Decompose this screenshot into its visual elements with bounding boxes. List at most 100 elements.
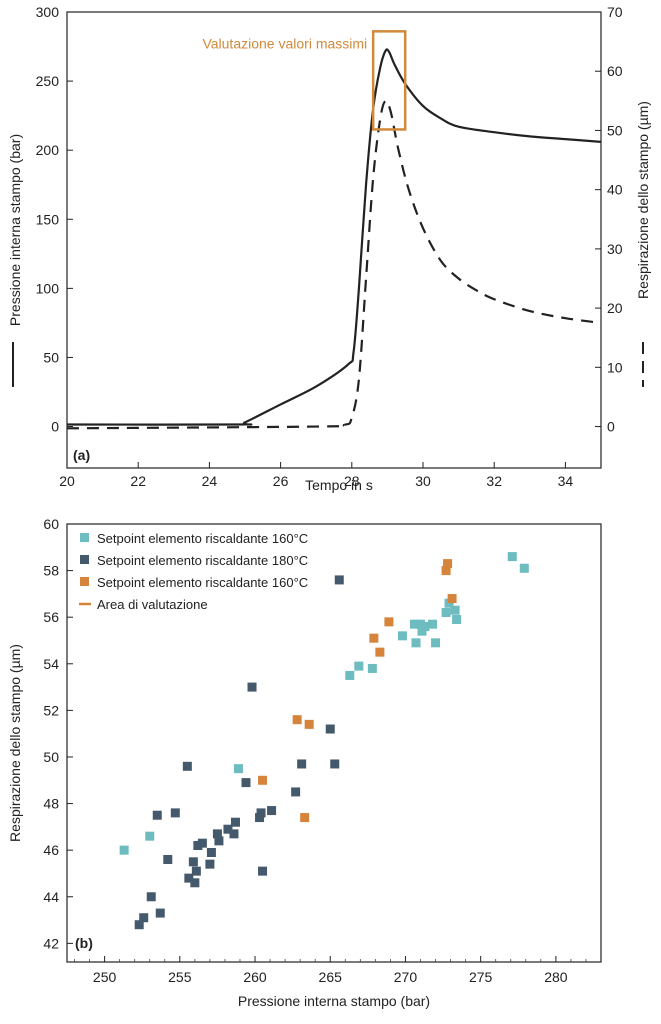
die-breathing-dashed-line [66,99,602,430]
y-tick-label: 300 [36,4,60,20]
scatter-point-series-1 [452,615,462,625]
y-tick-label: 54 [43,656,59,672]
scatter-point-series-2 [163,854,173,864]
scatter-point-series-2 [255,813,265,823]
y-tick-label: 56 [43,609,59,625]
scatter-point-series-3 [375,647,385,657]
scatter-point-series-2 [212,829,222,839]
y-tick-label: 42 [43,935,59,951]
legend-label: Setpoint elemento riscaldante 180°C [97,553,308,568]
scatter-point-series-1 [415,619,425,629]
scatter-point-series-3 [258,775,268,785]
scatter-point-series-2 [146,892,156,902]
panel-b-y-axis-title: Respirazione dello stampo (µm) [7,644,23,842]
scatter-point-series-2 [325,724,335,734]
scatter-point-series-1 [507,552,517,562]
panel-b-tag: (b) [75,935,93,951]
y2-tick-label: 70 [607,4,623,20]
panel-a-x-axis-title: Tempo in s [305,477,373,493]
scatter-point-series-2 [330,759,340,769]
scatter-point-series-1 [397,631,407,641]
scatter-point-series-2 [191,866,201,876]
annotation-label: Valutazione valori massimi [202,35,367,51]
scatter-point-series-2 [229,829,239,839]
scatter-point-series-2 [297,759,307,769]
scatter-point-series-1 [417,626,427,636]
scatter-point-series-1 [431,638,441,648]
x-tick-label: 26 [273,473,289,489]
scatter-point-series-2 [182,761,192,771]
scatter-point-series-2 [291,787,301,797]
y-tick-label: 50 [43,749,59,765]
scatter-point-series-3 [443,559,453,569]
panel-a-y-ticks: 0 50 100 150 200 250 300 [36,4,73,435]
y-tick-label: 58 [43,563,59,579]
panel-b-points [119,552,529,930]
panel-b: 250 255 260 265 270 275 280 42 44 46 48 50 52 54 56 58… [7,516,602,1009]
x-tick-label: 265 [319,969,343,985]
scatter-point-series-3 [441,566,451,576]
scatter-point-series-1 [519,563,529,573]
y2-tick-label: 60 [607,63,623,79]
scatter-point-series-1 [444,598,454,608]
panel-b-x-axis-title: Pressione interna stampo (bar) [238,993,430,1009]
scatter-point-series-2 [247,682,257,692]
y2-tick-label: 20 [607,300,623,316]
panel-a-tag: (a) [73,447,90,463]
scatter-point-series-2 [267,806,277,816]
y-tick-label: 50 [43,349,59,365]
scatter-point-series-2 [155,908,165,918]
panel-a-plot-frame [66,11,602,469]
scatter-point-series-2 [206,848,216,857]
x-tick-label: 24 [202,473,218,489]
y-tick-label: 250 [36,73,60,89]
panel-b-x-ticks: 250 255 260 265 270 275 280 [74,956,587,985]
scatter-point-series-3 [292,715,302,725]
scatter-point-series-2 [134,920,144,930]
x-tick-label: 34 [558,473,574,489]
annotation-box [371,30,407,131]
scatter-point-series-2 [230,817,240,827]
scatter-point-series-3 [304,719,314,729]
x-tick-label: 260 [243,969,267,985]
y2-tick-label: 10 [607,359,623,375]
panel-a-x-ticks: 20 22 24 26 28 30 32 34 [59,462,573,489]
y-tick-label: 60 [43,516,59,532]
scatter-point-series-2 [152,810,162,820]
x-tick-label: 255 [168,969,192,985]
legend-swatch [80,555,89,564]
panel-a: 20 22 24 26 28 30 32 34 0 50 100 150 200 250 300 0 10 2… [7,4,651,493]
panel-a-y-axis-title: Pressione interna stampo (bar) [7,134,23,326]
y-tick-label: 150 [36,211,60,227]
scatter-point-series-1 [411,638,421,648]
scatter-point-series-1 [450,605,460,615]
x-tick-label: 28 [344,473,360,489]
panel-a-y2-ticks: 0 10 20 30 40 50 60 70 [595,4,623,435]
y-tick-label: 46 [43,842,59,858]
scatter-point-series-1 [367,663,377,673]
scatter-point-series-1 [145,831,155,841]
x-tick-label: 30 [415,473,431,489]
scatter-point-series-2 [223,824,233,834]
scatter-point-series-2 [214,836,224,846]
y2-tick-label: 30 [607,241,623,257]
scatter-point-series-2 [197,838,207,848]
scatter-point-series-1 [119,845,129,855]
scatter-point-series-3 [384,617,394,627]
panel-a-y2-axis-title: Respirazione dello stampo (µm) [635,101,651,299]
legend-label: Setpoint elemento riscaldante 160°C [97,531,308,546]
scatter-point-series-1 [428,619,438,629]
y2-tick-label: 40 [607,182,623,198]
scatter-point-series-2 [205,859,215,869]
legend-label: Setpoint elemento riscaldante 160°C [97,575,308,590]
scatter-point-series-3 [369,633,379,643]
legend-label: Area di valutazione [97,597,208,612]
panel-b-legend: Setpoint elemento riscaldante 160°C Setpo… [79,531,308,612]
scatter-point-series-1 [420,622,430,632]
scatter-point-series-1 [354,661,364,671]
scatter-point-series-2 [258,866,268,876]
legend-swatch [80,577,89,586]
scatter-point-series-2 [193,841,203,851]
scatter-point-series-1 [345,670,355,680]
y2-tick-label: 0 [607,419,615,435]
